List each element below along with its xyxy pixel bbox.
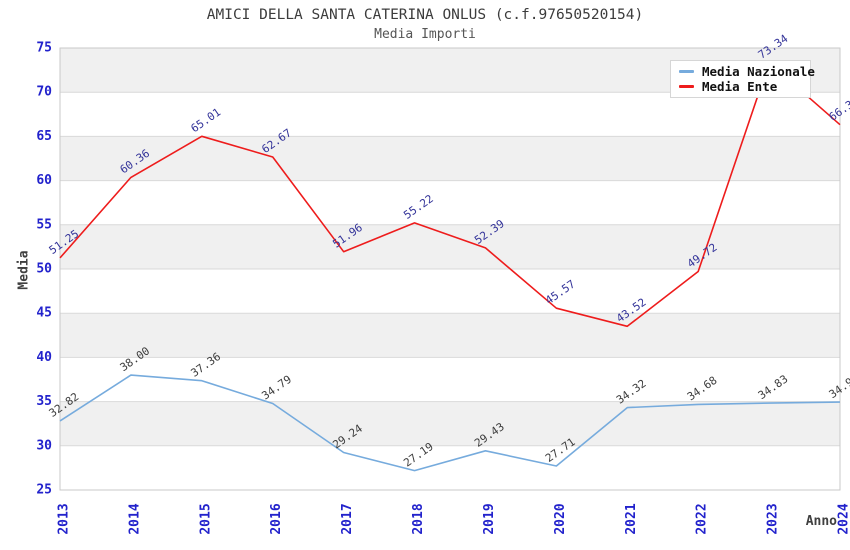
x-tick-label: 2018 [411, 503, 426, 534]
x-tick-label: 2021 [624, 503, 639, 534]
grid-band [60, 401, 840, 446]
y-tick-label: 75 [36, 41, 52, 56]
grid-band [60, 224, 840, 269]
y-tick-label: 45 [36, 306, 52, 321]
x-tick-label: 2023 [766, 503, 781, 534]
legend-item-media-nazionale: Media Nazionale [679, 64, 815, 79]
plot-border [59, 47, 841, 491]
x-tick-label: 2014 [127, 503, 142, 534]
legend-label: Media Ente [702, 79, 778, 94]
x-tick-label: 2022 [695, 503, 710, 534]
x-tick-label: 2019 [482, 503, 497, 534]
series-line-0 [59, 374, 841, 472]
y-tick-label: 25 [36, 483, 52, 498]
chart-legend: Media Nazionale Media Ente [670, 60, 815, 98]
x-tick-label: 2017 [340, 503, 355, 534]
x-tick-label: 2020 [553, 503, 568, 534]
y-axis-title: Media [16, 250, 32, 290]
grid-band [60, 136, 840, 181]
legend-swatch-media-ente [679, 85, 694, 88]
legend-item-media-ente: Media Ente [679, 79, 806, 94]
x-tick-label: 2024 [837, 503, 850, 534]
y-tick-label: 35 [36, 394, 52, 409]
chart-subtitle: Media Importi [374, 27, 476, 42]
point-label: 34.83 [756, 372, 791, 402]
point-label: 34.68 [685, 374, 720, 404]
x-tick-label: 2013 [57, 503, 72, 534]
y-tick-label: 65 [36, 129, 52, 144]
y-tick-label: 60 [36, 173, 52, 188]
legend-swatch-media-nazionale [679, 70, 694, 73]
x-axis-title: Anno [805, 514, 837, 529]
point-label: 34.94 [827, 371, 850, 401]
y-tick-label: 40 [36, 350, 52, 365]
y-tick-label: 70 [36, 85, 52, 100]
x-tick-label: 2015 [198, 503, 213, 534]
series-line-1 [59, 61, 841, 328]
point-label: 55.22 [401, 192, 436, 222]
grid-band [60, 313, 840, 358]
y-tick-label: 50 [36, 262, 52, 277]
y-tick-label: 55 [36, 217, 52, 232]
point-label: 34.79 [259, 373, 294, 403]
y-tick-label: 30 [36, 438, 52, 453]
chart-title: AMICI DELLA SANTA CATERINA ONLUS (c.f.97… [206, 7, 644, 23]
point-label: 45.57 [543, 277, 578, 307]
point-label: 66.32 [827, 94, 850, 124]
x-tick-label: 2016 [269, 503, 284, 534]
legend-label: Media Nazionale [702, 64, 815, 79]
point-label: 65.01 [189, 106, 224, 136]
